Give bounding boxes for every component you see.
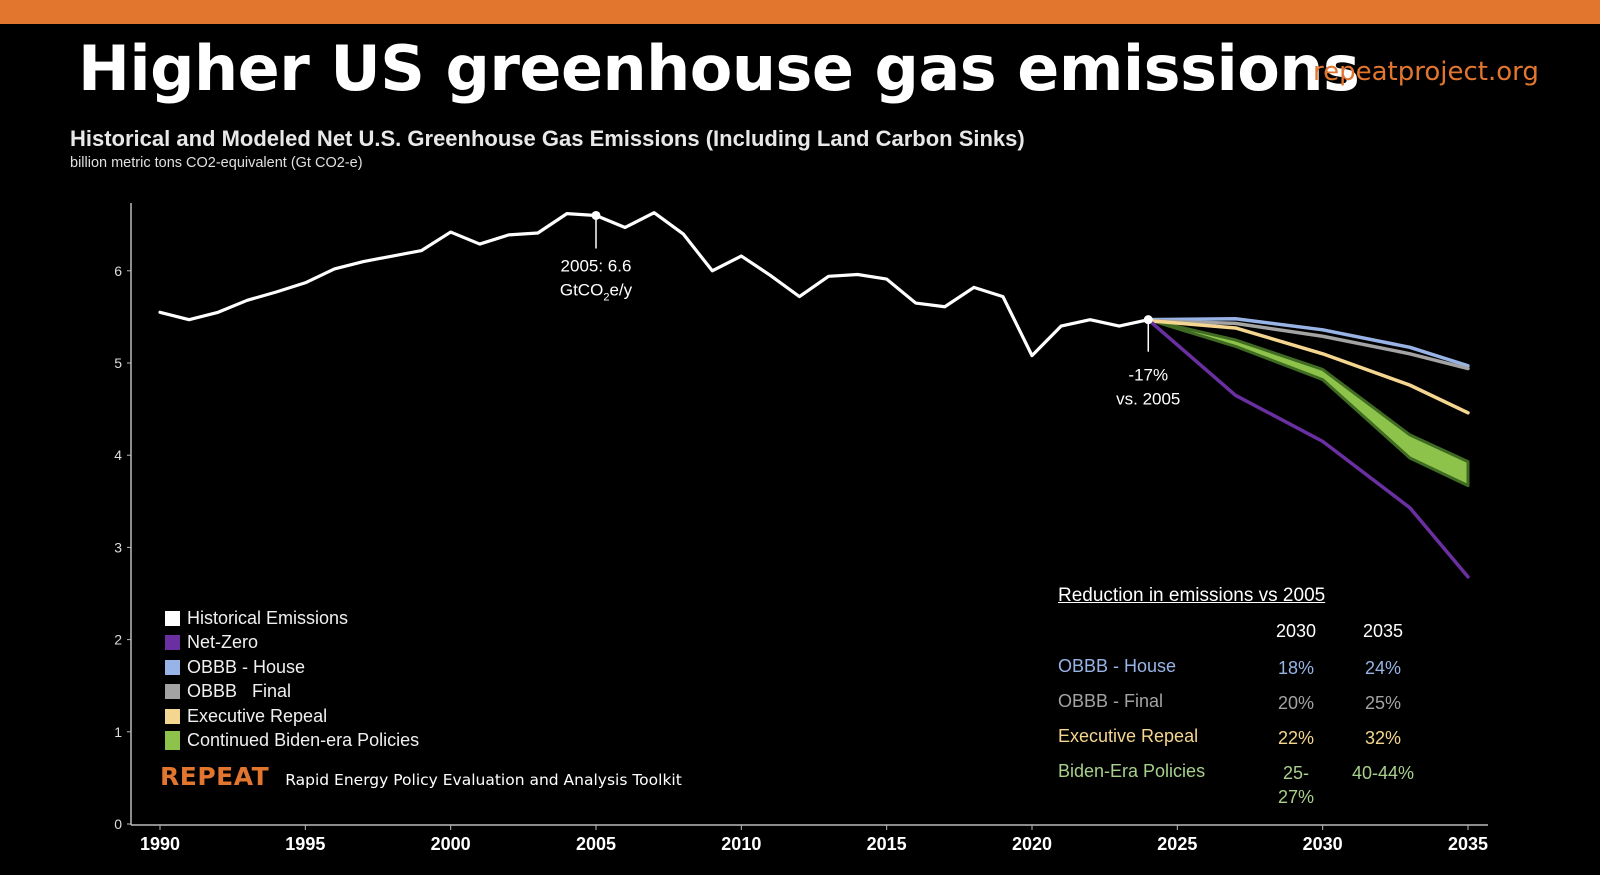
page-title: Higher US greenhouse gas emissions xyxy=(78,32,1360,105)
chart-annotations: 2005: 6.6 GtCO2e/y -17% vs. 2005 xyxy=(560,210,1180,409)
repeat-tagline: Rapid Energy Policy Evaluation and Analy… xyxy=(285,771,682,789)
legend-label: Historical Emissions xyxy=(187,607,349,628)
legend-label: OBBB - House xyxy=(187,656,306,677)
annotation-2024-line2: vs. 2005 xyxy=(1116,390,1180,409)
legend-swatch xyxy=(165,731,180,751)
y-tick-label: 2 xyxy=(114,632,122,648)
top-accent-bar xyxy=(0,0,1600,24)
x-tick-label: 2035 xyxy=(1448,834,1488,854)
reduction-table: Reduction in emissions vs 2005 2030 2035 O… xyxy=(1058,585,1438,807)
y-tick-label: 5 xyxy=(114,355,122,371)
y-tick-label: 3 xyxy=(114,539,122,555)
legend-label: Continued Biden-era Policies xyxy=(187,730,420,751)
annotation-2024-line1: -17% xyxy=(1128,366,1168,385)
y-tick-label: 6 xyxy=(114,263,122,279)
reduction-value: 20% xyxy=(1277,693,1315,713)
legend-item: Continued Biden-era Policies xyxy=(165,729,419,754)
repeat-logo: REPEAT xyxy=(160,762,270,791)
legend-item: Executive Repeal xyxy=(165,704,419,729)
legend-swatch xyxy=(165,635,180,651)
footer: REPEAT Rapid Energy Policy Evaluation an… xyxy=(160,762,682,791)
legend-swatch xyxy=(165,684,180,700)
legend-item: Net-Zero xyxy=(165,631,419,656)
x-tick-label: 2020 xyxy=(1012,834,1052,854)
reduction-value: 40-44% xyxy=(1351,763,1415,783)
legend-item: OBBB - House xyxy=(165,655,419,680)
series-band-continued-biden-era-policies xyxy=(1146,318,1470,488)
chart-title: Historical and Modeled Net U.S. Greenhou… xyxy=(70,126,1025,151)
chart-legend: Historical Emissions Net-Zero OBBB - House… xyxy=(165,606,419,753)
x-tick-label: 1990 xyxy=(140,834,180,854)
reduction-value: 32% xyxy=(1364,728,1402,748)
x-tick-label: 2030 xyxy=(1303,834,1343,854)
reduction-value: 25% xyxy=(1364,693,1402,713)
legend-swatch xyxy=(165,659,180,675)
reduction-value: 22% xyxy=(1277,728,1315,748)
legend-item: OBBB Final xyxy=(165,680,419,705)
x-tick-label: 2005 xyxy=(576,834,616,854)
x-tick-label: 1995 xyxy=(285,834,325,854)
legend-item: Historical Emissions xyxy=(165,606,419,631)
chart-units: billion metric tons CO2-equivalent (Gt C… xyxy=(70,155,363,171)
x-tick-label: 2010 xyxy=(721,834,761,854)
x-tick-label: 2015 xyxy=(867,834,907,854)
reduction-value: 24% xyxy=(1364,658,1402,678)
legend-label: Net-Zero xyxy=(187,632,259,653)
chart-marks xyxy=(158,211,1470,579)
reduction-value: 25- 27% xyxy=(1277,763,1315,807)
legend-swatch xyxy=(165,708,180,724)
x-tick-label: 2000 xyxy=(431,834,471,854)
series-line-obbb-house xyxy=(1146,316,1470,368)
legend-label: Executive Repeal xyxy=(187,705,328,726)
reduction-col-header: 2035 xyxy=(1362,621,1404,641)
series-line-obbb-final xyxy=(1146,318,1470,371)
reduction-row-label: Biden-Era Policies xyxy=(1058,761,1206,781)
chart-axes: 0 1 2 3 4 5 6 1990 1995 2000 2005 2010 2015 2020 2025 2… xyxy=(114,203,1488,854)
site-url[interactable]: repeatproject.org xyxy=(1313,57,1539,87)
reduction-col-header: 2030 xyxy=(1275,621,1317,641)
y-tick-label: 0 xyxy=(114,816,122,832)
legend-swatch xyxy=(165,610,180,626)
legend-label: OBBB Final xyxy=(187,681,292,702)
y-tick-label: 4 xyxy=(114,447,122,463)
annotation-2005-line2: GtCO2e/y xyxy=(560,280,633,303)
annotation-2005-line1: 2005: 6.6 xyxy=(561,256,632,275)
reduction-value: 18% xyxy=(1277,658,1315,678)
series-line-net-zero xyxy=(1146,317,1470,579)
reduction-row-label: Executive Repeal xyxy=(1058,726,1199,746)
series-line-executive-repeal xyxy=(1146,318,1470,415)
reduction-table-title: Reduction in emissions vs 2005 xyxy=(1058,585,1326,606)
x-tick-label: 2025 xyxy=(1157,834,1197,854)
y-tick-label: 1 xyxy=(114,724,122,740)
series-line-historical-emissions xyxy=(158,211,1150,358)
reduction-row-label: OBBB - House xyxy=(1058,656,1177,676)
reduction-row-label: OBBB - Final xyxy=(1058,691,1164,711)
